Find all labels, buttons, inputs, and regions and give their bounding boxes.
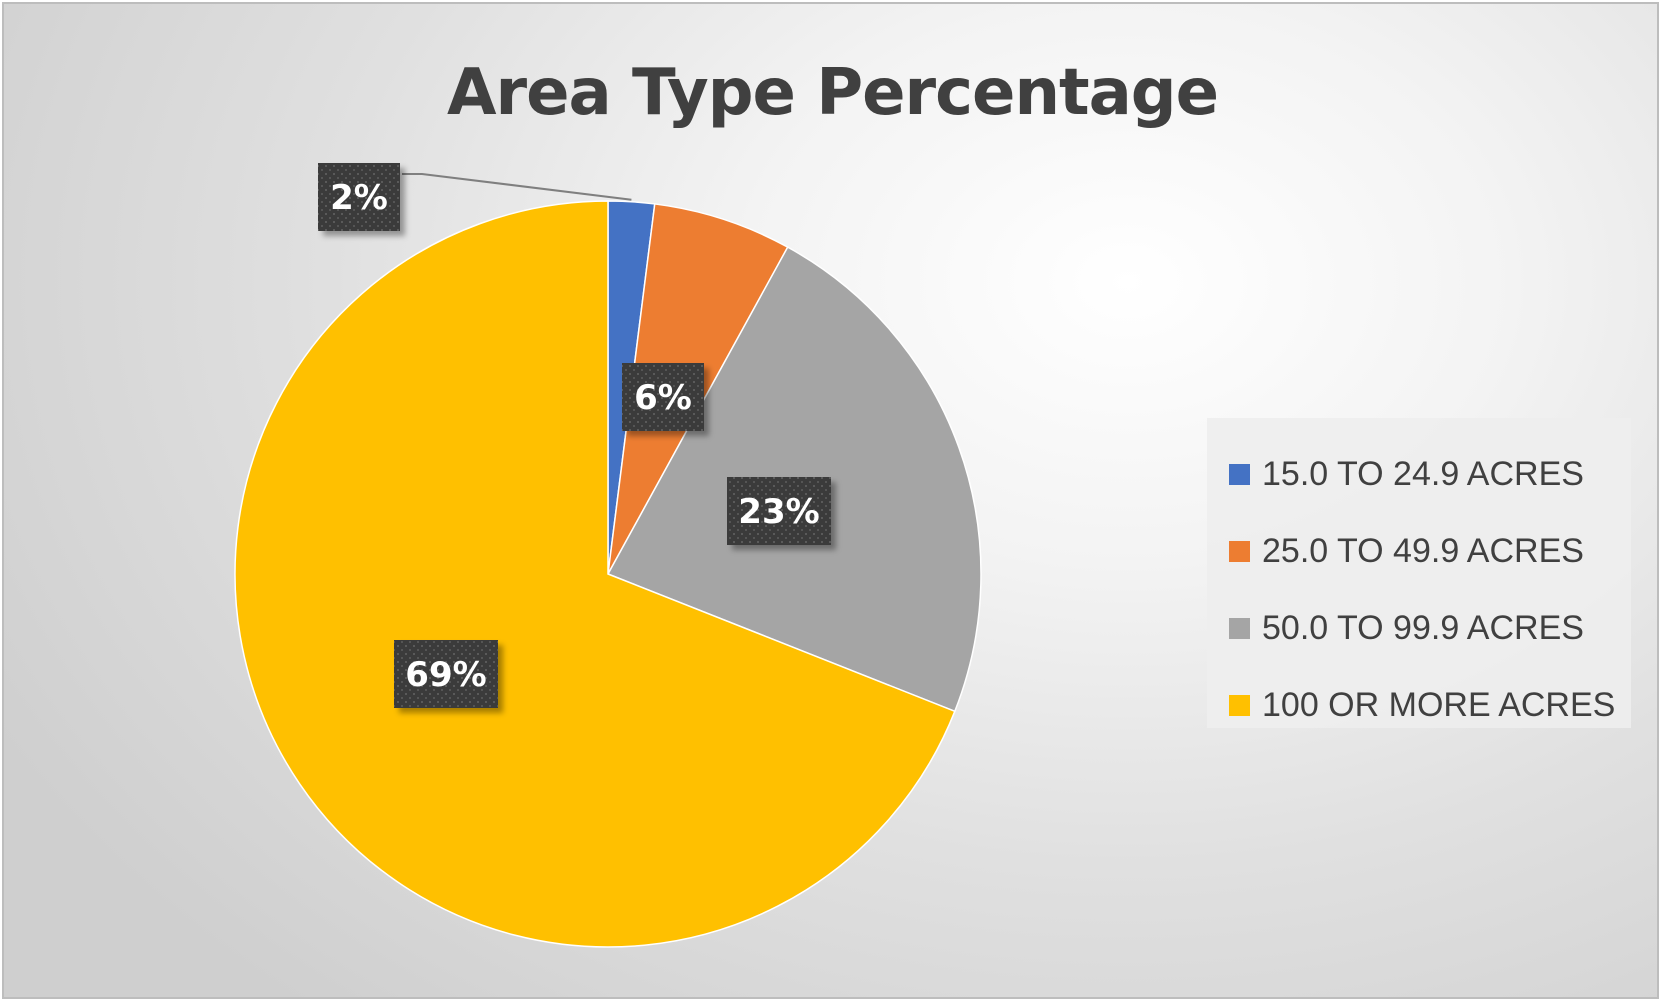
- data-labels: 2% 6% 23% 69%: [318, 163, 831, 708]
- legend-label: 25.0 TO 49.9 ACRES: [1262, 532, 1584, 570]
- slice-100-or-more-acres: [234, 200, 956, 948]
- legend-swatch: [1229, 695, 1250, 716]
- data-label-box: [622, 363, 704, 431]
- legend-swatch: [1229, 464, 1250, 485]
- data-label-box: [727, 477, 831, 545]
- data-label-box: [394, 640, 498, 708]
- legend-item-25-to-49-9-acres: 25.0 TO 49.9 ACRES: [1229, 513, 1631, 590]
- data-label-50-to-99-9: 23%: [727, 477, 831, 545]
- legend-item-100-or-more-acres: 100 OR MORE ACRES: [1229, 667, 1631, 744]
- data-label-100-or-more: 69%: [394, 640, 498, 708]
- pie-chart: 2% 6% 23% 69%: [234, 163, 982, 948]
- data-label-text: 2%: [330, 178, 388, 218]
- data-label-text: 6%: [634, 378, 692, 418]
- data-label-text: 23%: [738, 492, 819, 532]
- legend-swatch: [1229, 541, 1250, 562]
- leader-line-15-to-24-9: [402, 173, 632, 201]
- data-label-15-to-24-9: 2%: [318, 163, 400, 231]
- legend-item-50-to-99-9-acres: 50.0 TO 99.9 ACRES: [1229, 590, 1631, 667]
- legend-item-15-to-24-9-acres: 15.0 TO 24.9 ACRES: [1229, 436, 1631, 513]
- legend: 15.0 TO 24.9 ACRES 25.0 TO 49.9 ACRES 50…: [1207, 418, 1631, 728]
- pie-slices: [234, 200, 982, 948]
- data-label-box: [318, 163, 400, 231]
- legend-label: 100 OR MORE ACRES: [1262, 686, 1616, 724]
- data-label-text: 69%: [405, 655, 486, 695]
- data-label-25-to-49-9: 6%: [622, 363, 704, 431]
- leader-lines: [402, 173, 632, 201]
- legend-label: 50.0 TO 99.9 ACRES: [1262, 609, 1584, 647]
- legend-label: 15.0 TO 24.9 ACRES: [1262, 455, 1584, 493]
- legend-swatch: [1229, 618, 1250, 639]
- chart-title: Area Type Percentage: [446, 56, 1219, 130]
